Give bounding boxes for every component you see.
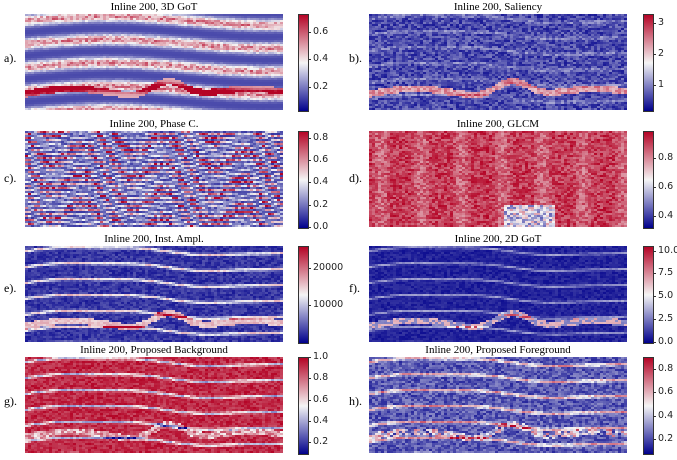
panel-title: Inline 200, Inst. Ampl.	[104, 233, 204, 245]
colorbar-tick-label: 2.5	[652, 314, 673, 324]
colorbar-tick-label: 2	[652, 49, 664, 59]
colorbar-tick-label: 0.0	[307, 222, 328, 232]
panel-title: Inline 200, Proposed Background	[80, 344, 228, 356]
colorbar-tick-label: 20000	[307, 263, 343, 273]
colorbar-tick-label: 0.8	[652, 363, 673, 374]
colorbar-tick-label: 0.6	[307, 155, 328, 165]
panel-title: Inline 200, Phase C.	[110, 118, 199, 130]
panel-title: Inline 200, 2D GoT	[455, 233, 542, 245]
panel-label: b).	[349, 52, 362, 64]
colorbar-tick-label: 0.4	[307, 54, 328, 64]
panel-label: c).	[4, 172, 16, 184]
panel-label: d).	[349, 172, 362, 184]
colorbar-tick-label: 0.4	[307, 416, 328, 426]
colorbar-tick-label: 0.2	[307, 437, 328, 447]
colorbar-tick-label: 0.2	[307, 199, 328, 210]
colorbar-tick-label: 1	[652, 80, 664, 90]
panel-title: Inline 200, Saliency	[454, 1, 542, 13]
colorbar-tick-label: 0.0	[652, 337, 673, 347]
panel-label: a).	[4, 52, 16, 64]
colorbar	[643, 246, 654, 344]
colorbar-tick-label: 0.4	[307, 177, 328, 187]
panel-title: Inline 200, GLCM	[457, 118, 539, 130]
colorbar-tick-label: 0.2	[307, 81, 328, 92]
seismic-image	[369, 14, 627, 110]
colorbar-tick-label: 0.6	[307, 26, 328, 37]
seismic-image	[25, 131, 283, 227]
panel-title: Inline 200, 3D GoT	[111, 1, 198, 13]
colorbar	[298, 246, 309, 344]
seismic-image	[25, 14, 283, 110]
panel-label: e).	[4, 282, 16, 294]
seismic-image	[25, 357, 283, 453]
colorbar-tick-label: 0.8	[652, 153, 673, 163]
colorbar-tick-label: 0.8	[307, 132, 328, 143]
colorbar-tick-label: 10.0	[652, 245, 677, 256]
colorbar-tick-label: 0.4	[652, 410, 673, 421]
colorbar	[298, 131, 309, 229]
colorbar	[298, 357, 309, 455]
panel-label: h).	[349, 395, 362, 407]
colorbar-tick-label: 7.5	[652, 268, 673, 278]
panel-label: f).	[349, 282, 360, 294]
colorbar-tick-label: 0.4	[652, 210, 673, 221]
colorbar-tick-label: 1.0	[307, 352, 328, 362]
panel-title: Inline 200, Proposed Foreground	[425, 344, 570, 356]
colorbar-tick-label: 0.6	[652, 387, 673, 397]
seismic-image	[369, 246, 627, 342]
seismic-image	[25, 246, 283, 342]
panel-label: g).	[4, 395, 17, 407]
colorbar-tick-label: 10000	[307, 300, 343, 310]
seismic-image	[369, 131, 627, 227]
colorbar-tick-label: 5.0	[652, 291, 673, 301]
colorbar-tick-label: 0.6	[307, 394, 328, 405]
seismic-image	[369, 357, 627, 453]
colorbar-tick-label: 0.6	[652, 181, 673, 192]
colorbar-tick-label: 0.2	[652, 434, 673, 444]
colorbar	[643, 131, 654, 229]
colorbar	[643, 14, 654, 112]
colorbar-tick-label: 3	[652, 18, 664, 28]
colorbar-tick-label: 0.8	[307, 373, 328, 383]
colorbar	[643, 357, 654, 455]
colorbar	[298, 14, 309, 112]
